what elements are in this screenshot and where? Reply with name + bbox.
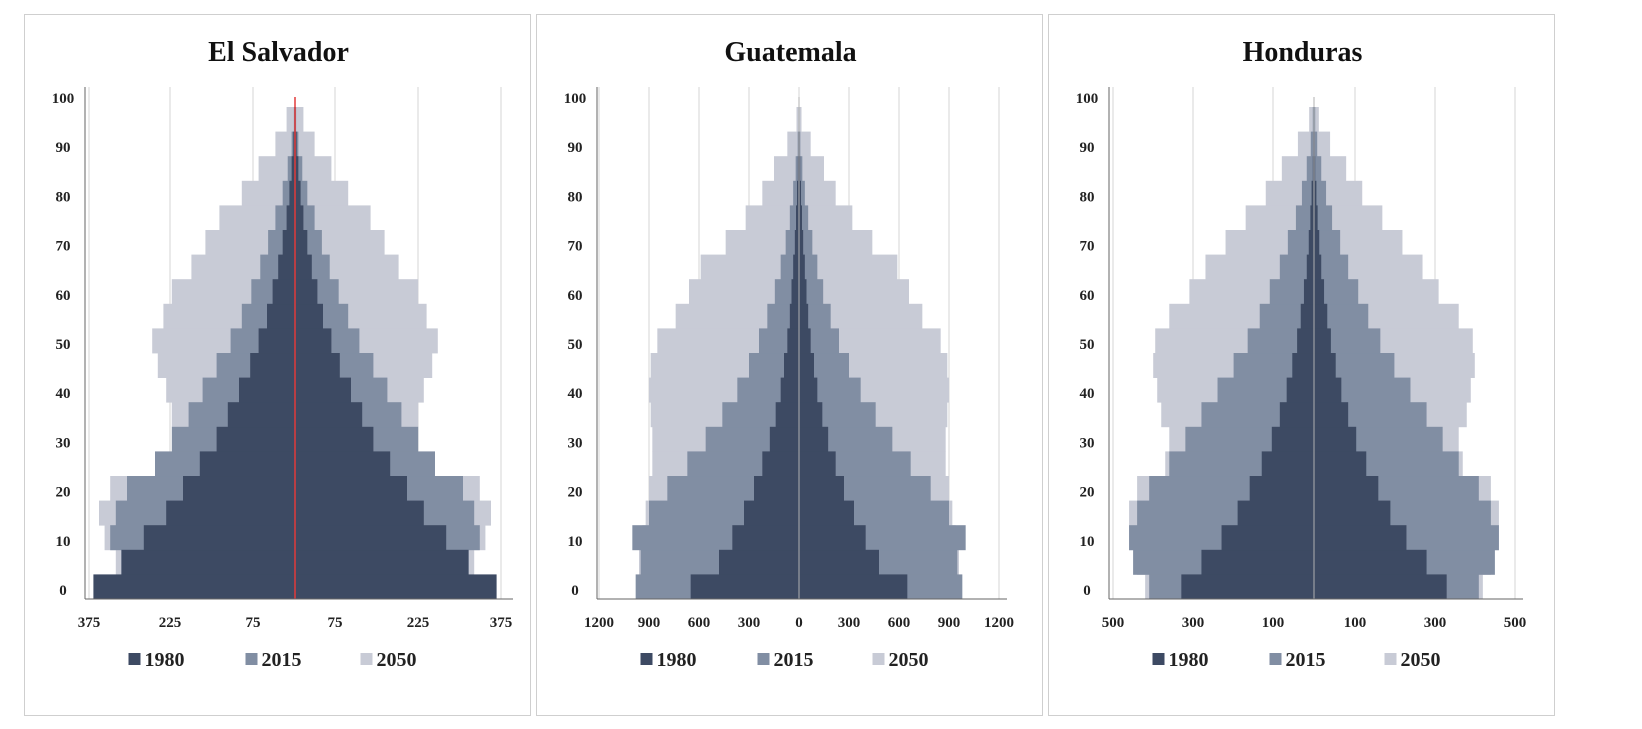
x-tick-label: 1200	[984, 615, 1014, 631]
x-tick-label: 1200	[584, 615, 614, 631]
chart-guatemala: Guatemala 0 10 20 30 40 50 60 70 80 90 100 1200 900 60…	[564, 37, 1014, 671]
y-tick-label: 70	[1080, 239, 1095, 255]
y-tick-label: 0	[59, 583, 67, 599]
y-tick-label: 100	[52, 91, 75, 107]
x-tick-label: 900	[938, 615, 961, 631]
x-tick-label: 300	[838, 615, 861, 631]
y-tick-label: 30	[56, 435, 71, 451]
chart-title: Guatemala	[724, 37, 856, 68]
legend-item-2015: 2015	[1269, 649, 1326, 671]
legend-item-2050: 2050	[1384, 649, 1441, 671]
y-tick-label: 90	[56, 140, 71, 156]
legend-swatch-1980	[640, 653, 653, 665]
y-tick-label: 60	[56, 288, 71, 304]
y-tick-label: 70	[568, 239, 583, 255]
y-tick-label: 70	[56, 239, 71, 255]
y-tick-label: 50	[568, 337, 583, 353]
x-tick-label: 375	[78, 615, 101, 631]
y-tick-label: 100	[1076, 91, 1099, 107]
x-tick-label: 600	[888, 615, 911, 631]
x-tick-label: 300	[1424, 615, 1447, 631]
y-tick-label: 50	[56, 337, 71, 353]
y-tick-label: 80	[56, 189, 71, 205]
y-tick-label: 0	[1083, 583, 1091, 599]
legend-swatch-2015	[245, 653, 258, 665]
x-tick-label: 75	[328, 615, 343, 631]
chart-title: Honduras	[1243, 37, 1363, 68]
x-tick-label: 100	[1262, 615, 1285, 631]
y-tick-label: 80	[1080, 189, 1095, 205]
y-tick-label: 10	[1080, 534, 1095, 550]
x-tick-label: 100	[1344, 615, 1367, 631]
y-tick-label: 0	[571, 583, 579, 599]
y-tick-label: 40	[56, 386, 71, 402]
legend-label-2050: 2050	[889, 649, 929, 671]
legend-label-2050: 2050	[377, 649, 417, 671]
chart-panel-guatemala: Guatemala 0 10 20 30 40 50 60 70 80 90 100 1200 900 60…	[536, 14, 1043, 716]
legend-label-2015: 2015	[774, 649, 814, 671]
legend-swatch-2050	[1384, 653, 1397, 665]
y-tick-label: 10	[568, 534, 583, 550]
legend-item-1980: 1980	[1152, 649, 1209, 671]
y-tick-label: 10	[56, 534, 71, 550]
x-tick-label: 225	[159, 615, 182, 631]
legend-swatch-2050	[872, 653, 885, 665]
legend-item-2015: 2015	[245, 649, 302, 671]
x-tick-label: 0	[795, 615, 803, 631]
y-tick-label: 20	[568, 485, 583, 501]
y-tick-label: 40	[568, 386, 583, 402]
y-tick-label: 80	[568, 189, 583, 205]
legend-swatch-1980	[128, 653, 141, 665]
legend-item-2015: 2015	[757, 649, 814, 671]
legend-item-1980: 1980	[128, 649, 185, 671]
legend-swatch-1980	[1152, 653, 1165, 665]
y-tick-label: 30	[568, 435, 583, 451]
chart-panel-honduras: Honduras 0 10 20 30 40 50 60 70 80 90 100 500 300 100 1…	[1048, 14, 1555, 716]
x-tick-label: 600	[688, 615, 711, 631]
chart-panel-el-salvador: El Salvador 0 10 20 30 40 50 60 70 80 90 100 375 225 7…	[24, 14, 531, 716]
legend-item-2050: 2050	[872, 649, 929, 671]
x-tick-label: 375	[490, 615, 513, 631]
x-tick-label: 300	[738, 615, 761, 631]
chart-honduras: Honduras 0 10 20 30 40 50 60 70 80 90 100 500 300 100 1…	[1076, 37, 1527, 671]
legend-label-1980: 1980	[657, 649, 697, 671]
y-tick-label: 20	[1080, 485, 1095, 501]
y-tick-label: 40	[1080, 386, 1095, 402]
legend-swatch-2050	[360, 653, 373, 665]
legend-label-2015: 2015	[262, 649, 302, 671]
x-tick-label: 300	[1182, 615, 1205, 631]
x-tick-label: 500	[1102, 615, 1125, 631]
y-tick-label: 90	[568, 140, 583, 156]
y-tick-label: 20	[56, 485, 71, 501]
legend-label-2050: 2050	[1401, 649, 1441, 671]
x-tick-label: 900	[638, 615, 661, 631]
chart-el-salvador: El Salvador 0 10 20 30 40 50 60 70 80 90 100 375 225 7…	[52, 37, 513, 671]
x-tick-label: 500	[1504, 615, 1527, 631]
y-tick-label: 50	[1080, 337, 1095, 353]
y-tick-label: 60	[568, 288, 583, 304]
legend-swatch-2015	[1269, 653, 1282, 665]
x-tick-label: 225	[407, 615, 430, 631]
legend-label-1980: 1980	[145, 649, 185, 671]
legend-label-2015: 2015	[1286, 649, 1326, 671]
legend-item-1980: 1980	[640, 649, 697, 671]
y-tick-label: 100	[564, 91, 587, 107]
legend-label-1980: 1980	[1169, 649, 1209, 671]
x-tick-label: 75	[246, 615, 261, 631]
y-tick-label: 30	[1080, 435, 1095, 451]
y-tick-label: 60	[1080, 288, 1095, 304]
legend-swatch-2015	[757, 653, 770, 665]
legend-item-2050: 2050	[360, 649, 417, 671]
chart-title: El Salvador	[208, 37, 349, 68]
y-tick-label: 90	[1080, 140, 1095, 156]
